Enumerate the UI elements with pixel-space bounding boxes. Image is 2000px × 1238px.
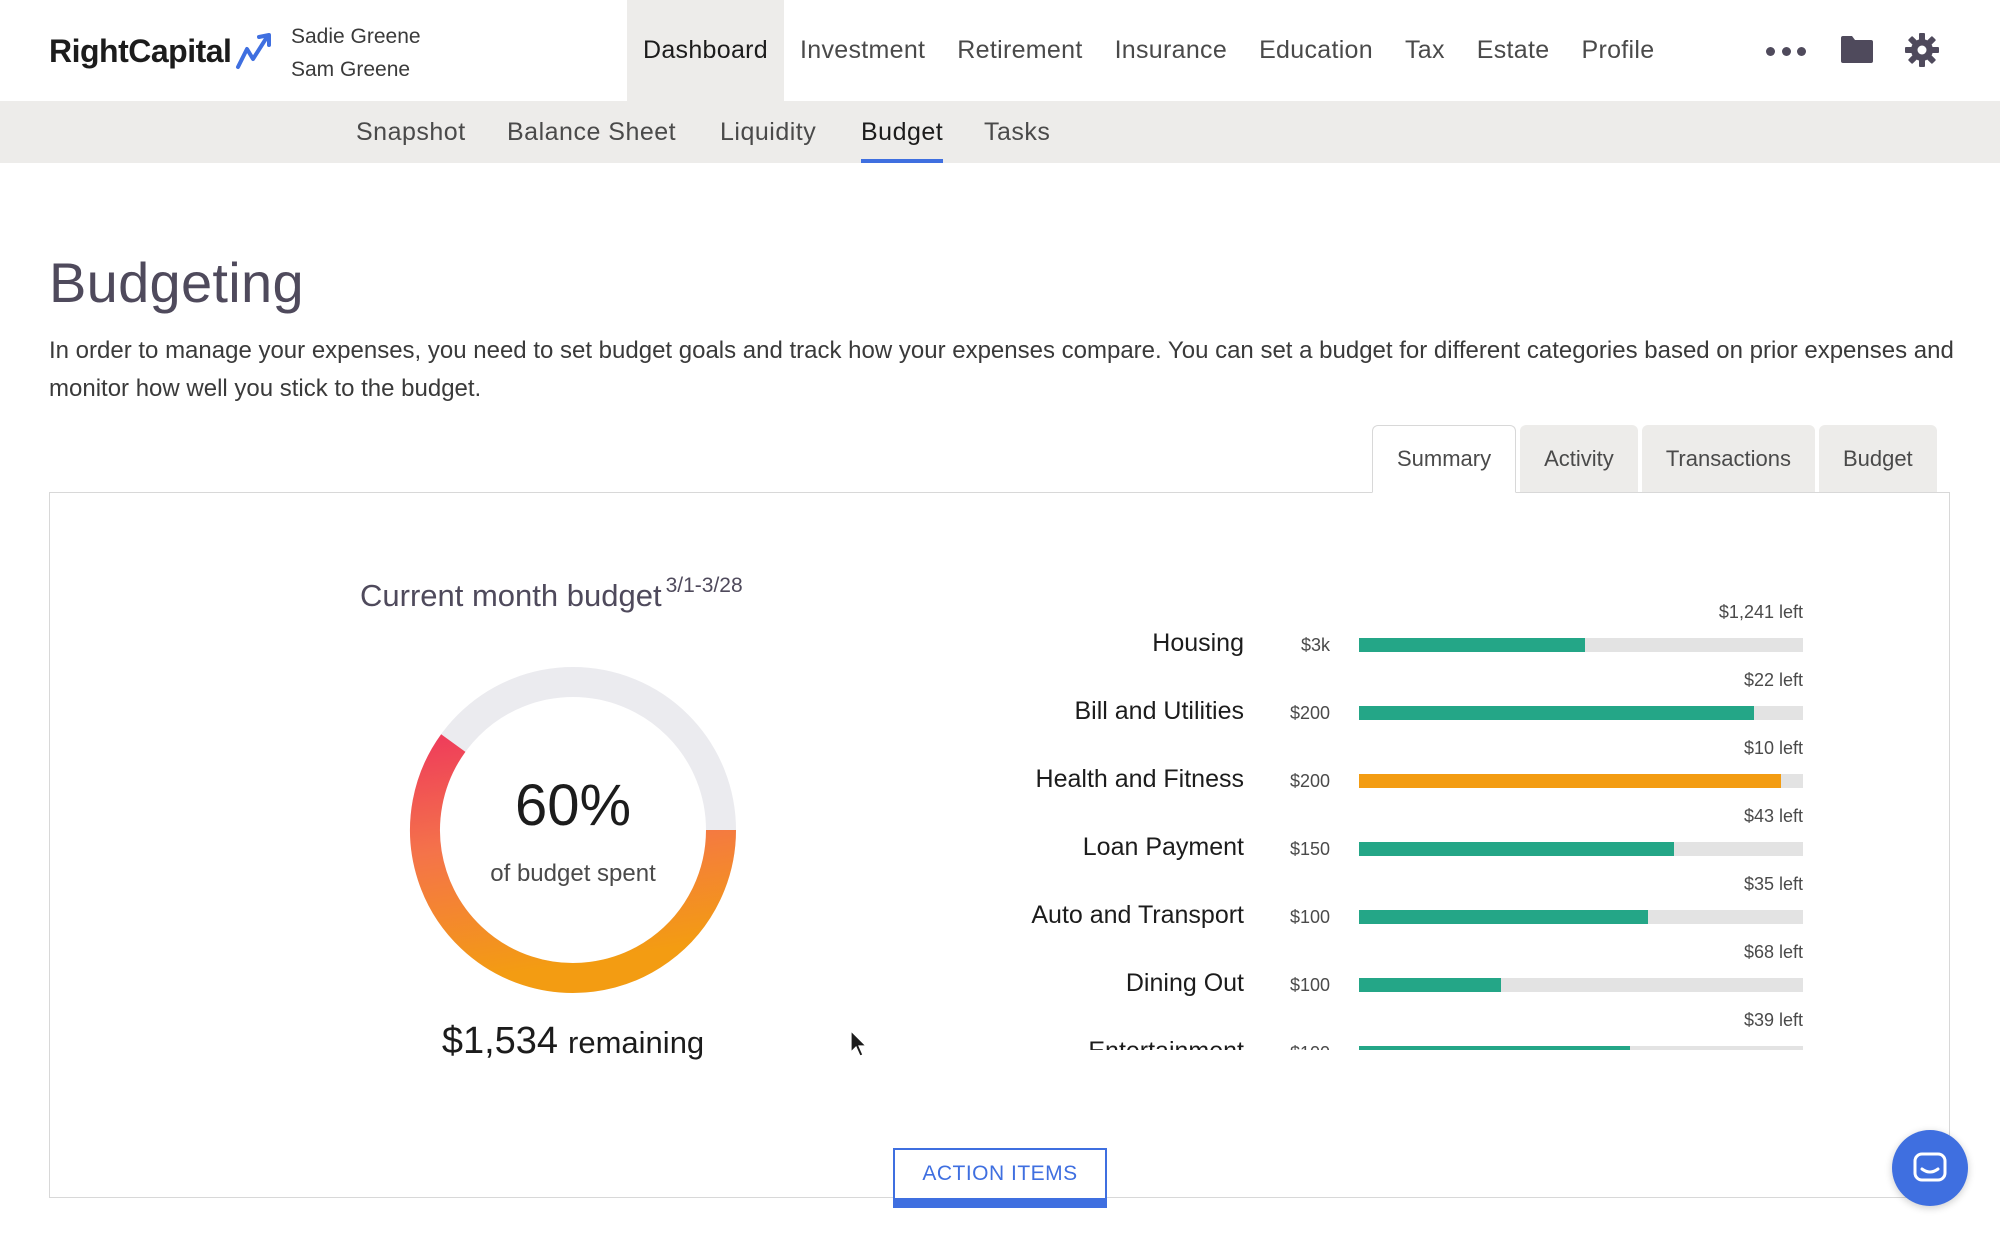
nav-dashboard[interactable]: Dashboard <box>627 0 785 101</box>
category-budget: $100 <box>1289 907 1330 927</box>
category-left: $10 left <box>1743 738 1803 758</box>
nav-insurance[interactable]: Insurance <box>1114 36 1228 64</box>
category-progress-track <box>1359 910 1803 924</box>
category-row: $10 left Health and Fitness $200 <box>980 734 1820 802</box>
category-progress-track <box>1359 1046 1803 1050</box>
tab-summary[interactable]: Summary <box>1372 425 1517 493</box>
category-progress-fill <box>1359 978 1502 992</box>
client-name-secondary: Sam Greene <box>291 58 411 81</box>
mouse-cursor-icon <box>850 1030 868 1057</box>
category-progress-fill <box>1359 706 1755 720</box>
remaining-value: $1,534 <box>441 1020 559 1062</box>
date-range: 3/1-3/28 <box>665 574 743 597</box>
category-name: Auto and Transport <box>1031 901 1244 929</box>
subnav-balance-sheet[interactable]: Balance Sheet <box>507 117 677 146</box>
logo-text: RightCapital <box>49 32 232 69</box>
app-logo[interactable]: RightCapital <box>49 28 279 74</box>
category-left: $43 left <box>1743 806 1803 826</box>
nav-retirement[interactable]: Retirement <box>957 36 1083 64</box>
category-name: Health and Fitness <box>1035 765 1244 793</box>
category-name: Bill and Utilities <box>1074 697 1244 725</box>
category-budget: $100 <box>1250 1043 1330 1050</box>
tab-budget[interactable]: Budget <box>1818 425 1937 493</box>
nav-tax[interactable]: Tax <box>1404 36 1445 64</box>
page-title: Budgeting <box>49 251 304 314</box>
category-budget: $200 <box>1289 771 1330 791</box>
category-row: $35 left Auto and Transport $100 <box>980 870 1820 938</box>
category-progress-fill <box>1359 1046 1630 1050</box>
top-header: RightCapital Sadie Greene Sam Greene Das… <box>0 0 2000 101</box>
client-name-primary: Sadie Greene <box>291 25 421 48</box>
category-row: $43 left Loan Payment $150 <box>980 802 1820 870</box>
category-budget: $200 <box>1289 703 1330 723</box>
category-progress-fill <box>1359 774 1781 788</box>
category-progress-track <box>1359 842 1803 856</box>
category-row: $68 left Dining Out $100 <box>980 938 1820 1006</box>
main-nav: Dashboard Investment Retirement Insurance Ed… <box>627 0 1670 101</box>
category-budget: $150 <box>1289 839 1330 859</box>
percent-spent: 60% <box>514 773 632 838</box>
category-progress-track <box>1359 706 1803 720</box>
chat-bubble-icon <box>1913 1152 1947 1182</box>
category-row: $22 left Bill and Utilities $200 <box>980 666 1820 734</box>
budget-donut-chart <box>410 667 736 993</box>
category-name: Loan Payment <box>1082 833 1244 861</box>
subnav-snapshot[interactable]: Snapshot <box>356 117 466 146</box>
subnav-budget[interactable]: Budget <box>861 101 944 163</box>
tab-transactions[interactable]: Transactions <box>1641 425 1815 493</box>
budget-tabs: Summary Activity Transactions Budget <box>1372 425 1937 493</box>
percent-caption: of budget spent <box>490 860 656 887</box>
logo-arrow-icon <box>236 33 272 69</box>
folder-icon[interactable] <box>1840 34 1874 64</box>
nav-education[interactable]: Education <box>1259 36 1373 64</box>
category-progress-track <box>1359 978 1803 992</box>
sub-nav: Snapshot Balance Sheet Liquidity Budget … <box>0 101 2000 163</box>
donut-title: Current month budget 3/1-3/28 <box>360 574 743 614</box>
action-items-button[interactable]: ACTION ITEMS <box>893 1148 1107 1208</box>
client-names[interactable]: Sadie Greene Sam Greene <box>291 20 421 86</box>
category-name: Dining Out <box>1125 969 1244 997</box>
remaining-amount: $1,534 remaining <box>403 1020 743 1063</box>
nav-estate[interactable]: Estate <box>1476 36 1550 64</box>
category-row: $39 left Entertainment $100 <box>980 1006 1820 1050</box>
nav-profile[interactable]: Profile <box>1581 36 1655 64</box>
category-progress-fill <box>1359 842 1675 856</box>
category-progress-track <box>1359 774 1803 788</box>
gear-icon[interactable] <box>1904 32 1940 68</box>
donut-title-text: Current month budget <box>360 578 662 613</box>
category-name: Entertainment <box>1088 1037 1244 1050</box>
category-left: $39 left <box>1743 1010 1803 1030</box>
category-progress-track <box>1359 638 1803 652</box>
category-left: $1,241 left <box>1718 602 1803 622</box>
category-left: $68 left <box>1743 942 1803 962</box>
category-bars: $1,241 left Housing $3k $22 left Bill and Ut… <box>980 598 1820 1050</box>
category-progress-fill <box>1359 638 1586 652</box>
page-description: In order to manage your expenses, you ne… <box>49 337 1954 402</box>
category-name: Housing <box>1152 629 1244 657</box>
category-budget: $100 <box>1289 975 1330 995</box>
category-progress-fill <box>1359 910 1648 924</box>
tab-activity[interactable]: Activity <box>1520 425 1638 493</box>
category-left: $22 left <box>1743 670 1803 690</box>
nav-investment[interactable]: Investment <box>800 36 926 64</box>
chat-icon[interactable] <box>1892 1130 1968 1206</box>
subnav-liquidity[interactable]: Liquidity <box>720 117 817 146</box>
donut-spent-arc <box>410 734 736 993</box>
category-budget: $3k <box>1300 635 1330 655</box>
subnav-tasks[interactable]: Tasks <box>984 117 1051 146</box>
category-row: $1,241 left Housing $3k <box>980 598 1820 666</box>
remaining-label: remaining <box>568 1025 705 1060</box>
more-icon[interactable] <box>1766 41 1806 61</box>
category-left: $35 left <box>1743 874 1803 894</box>
